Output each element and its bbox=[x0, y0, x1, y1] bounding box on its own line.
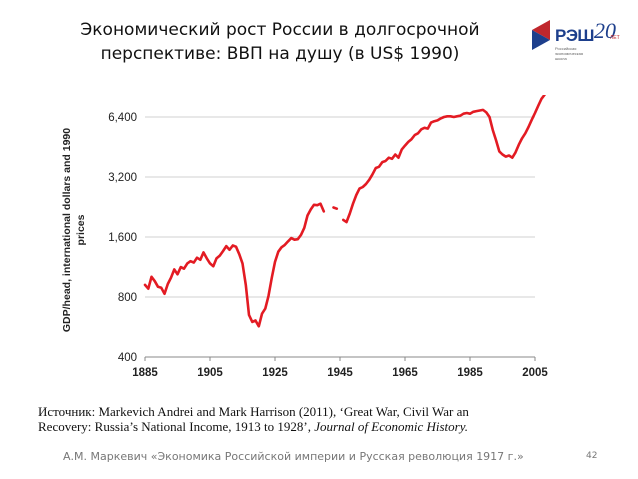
chart-series bbox=[143, 95, 546, 328]
source-line-2: Recovery: Russia’s National Income, 1913… bbox=[38, 418, 315, 434]
nes-logo: РЭШ 20 ЛЕТ Российская экономическая школ… bbox=[530, 16, 630, 66]
gdp-series-line bbox=[332, 206, 339, 210]
logo-subtitle-line: Российская bbox=[555, 46, 577, 51]
x-tick-label: 1965 bbox=[392, 367, 418, 379]
y-tick-label: 400 bbox=[118, 352, 137, 364]
x-tick-label: 1925 bbox=[262, 367, 288, 379]
source-journal: Journal of Economic History. bbox=[314, 418, 469, 434]
logo-subtitle: Российская экономическая школа bbox=[555, 46, 615, 61]
x-tick-label: 2005 bbox=[522, 367, 548, 379]
logo-subtitle-line: школа bbox=[555, 56, 567, 61]
gdp-series-line bbox=[143, 202, 326, 328]
logo-years-label: ЛЕТ bbox=[610, 35, 620, 41]
x-tick-label: 1905 bbox=[197, 367, 223, 379]
logo-subtitle-line: экономическая bbox=[555, 51, 584, 56]
slide-title-line-2: перспективе: ВВП на душу (в US$ 1990) bbox=[100, 44, 460, 64]
chart-axes: 400 800 1,600 3,200 6,400 1885 1905 1925 1945 196… bbox=[108, 112, 548, 379]
logo-name: РЭШ bbox=[555, 26, 595, 45]
gdp-series-line bbox=[342, 95, 546, 224]
slide-title: Экономический рост России в долгосрочной… bbox=[40, 18, 520, 66]
logo-anniversary: 20 bbox=[594, 18, 616, 43]
footer-text: А.М. Маркевич «Экономика Российской импе… bbox=[63, 450, 524, 463]
y-tick-label: 1,600 bbox=[108, 232, 137, 244]
logo-mark-icon bbox=[532, 20, 550, 50]
source-line-1: Источник: Markevich Andrei and Mark Harr… bbox=[38, 404, 469, 419]
gdp-per-capita-chart: 400 800 1,600 3,200 6,400 1885 1905 1925 1945 196… bbox=[61, 95, 548, 379]
x-tick-label: 1945 bbox=[327, 367, 353, 379]
source-citation: Источник: Markevich Andrei and Mark Harr… bbox=[38, 404, 608, 434]
y-tick-label: 6,400 bbox=[108, 112, 137, 124]
page-number: 42 bbox=[586, 451, 598, 461]
y-tick-label: 3,200 bbox=[108, 172, 137, 184]
y-axis-label-line-2: prices bbox=[75, 214, 87, 245]
x-tick-label: 1985 bbox=[457, 367, 483, 379]
slide-title-line-1: Экономический рост России в долгосрочной bbox=[80, 20, 480, 40]
x-tick-label: 1885 bbox=[132, 367, 158, 379]
y-tick-label: 800 bbox=[118, 292, 137, 304]
grid-lines bbox=[145, 116, 535, 358]
y-axis-label-line-1: GDP/head, international dollars and 1990 bbox=[61, 128, 73, 332]
